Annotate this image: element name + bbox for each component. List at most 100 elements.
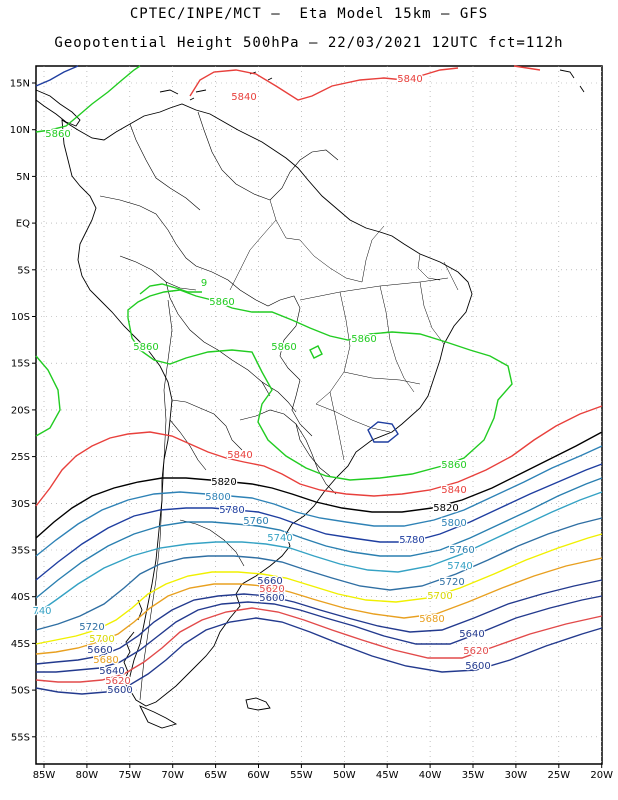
lat-label: 55S — [11, 732, 30, 743]
contour-5860-inner — [139, 283, 202, 295]
contour-5720 — [35, 517, 603, 631]
lat-label: 10S — [11, 312, 30, 323]
contour-label-5660: 5660 — [257, 576, 282, 587]
lon-label: 70W — [161, 770, 184, 781]
lon-label: 60W — [247, 770, 270, 781]
lon-label: 30W — [505, 770, 528, 781]
contour-5780 — [35, 463, 603, 581]
falkland-islands — [245, 697, 271, 711]
central-america-coast — [35, 89, 81, 127]
lon-label: 20W — [590, 770, 613, 781]
contour-label-5720: 5720 — [439, 577, 464, 588]
lat-label: 40S — [11, 592, 30, 603]
lon-label: 55W — [290, 770, 313, 781]
lon-label: 50W — [333, 770, 356, 781]
contour-5820 — [35, 431, 603, 539]
contour-label-5680: 5680 — [419, 614, 444, 625]
lat-label: 10N — [10, 125, 30, 136]
lat-label: 45S — [11, 639, 30, 650]
contour-5660 — [35, 579, 603, 665]
contour-label-5600: 5600 — [259, 593, 284, 604]
contour-label-5600: 5600 — [465, 661, 490, 672]
map-title: CPTEC/INPE/MCT – Eta Model 15km – GFS — [129, 6, 489, 22]
contour-label-5860: 5860 — [209, 297, 234, 308]
contour-label-5620: 5620 — [463, 646, 488, 657]
lon-label: 85W — [33, 770, 56, 781]
contour-5880-se — [367, 421, 399, 443]
contour-label-5760: 5760 — [243, 516, 268, 527]
contour-label-5800: 5800 — [441, 518, 466, 529]
contour-label-5800: 5800 — [205, 492, 230, 503]
lon-label: 45W — [376, 770, 399, 781]
lat-label: 20S — [11, 405, 30, 416]
lat-label: 15S — [11, 359, 30, 370]
contour-5860-small — [309, 345, 323, 359]
lon-label: 25W — [547, 770, 570, 781]
contour-5740 — [35, 491, 603, 615]
contour-label-5640: 5640 — [259, 587, 284, 598]
contour-label-5620: 5620 — [105, 676, 130, 687]
lat-label: 5S — [17, 265, 30, 276]
map-subtitle: Geopotential Height 500hPa – 22/03/2021 … — [54, 35, 564, 51]
contour-blue-nw — [35, 65, 79, 87]
contour-label-5840: 5840 — [227, 450, 252, 461]
contour-5840-north-b — [513, 65, 541, 71]
contour-label-5720: 5720 — [79, 622, 104, 633]
lon-label: 65W — [204, 770, 227, 781]
contour-label-5660: 5660 — [87, 645, 112, 656]
contour-5800 — [35, 445, 603, 557]
contour-label-5860: 5860 — [441, 460, 466, 471]
contour-label-5680: 5680 — [93, 655, 118, 666]
contour-label-740: 740 — [32, 606, 51, 617]
lon-label: 75W — [118, 770, 141, 781]
axis-ticks: 15N 10N 5N EQ 5S 10S 15S 20S 25S 30S 35S 40S 45S 50S 5… — [10, 79, 613, 782]
contour-label-5860: 5860 — [351, 334, 376, 345]
contour-label-5640: 5640 — [459, 629, 484, 640]
contour-label-5760: 5760 — [449, 545, 474, 556]
tierra-del-fuego — [139, 705, 178, 729]
lat-label: 15N — [10, 79, 30, 90]
lat-label: 30S — [11, 499, 30, 510]
contour-label-5840: 5840 — [231, 92, 256, 103]
contour-5860-caribbean — [35, 65, 141, 133]
contour-label-5600: 5600 — [107, 685, 132, 696]
contour-label-5620: 5620 — [259, 584, 284, 595]
contour-5600 — [35, 617, 603, 695]
contour-label-9: 9 — [201, 278, 207, 289]
lon-label: 35W — [462, 770, 485, 781]
contour-lines — [35, 65, 603, 695]
contour-5860-continental — [127, 289, 513, 481]
contour-label-5640: 5640 — [99, 666, 124, 677]
contour-5640 — [36, 595, 603, 673]
contour-label-5840: 5840 — [397, 74, 422, 85]
contour-label-5700: 5700 — [427, 591, 452, 602]
contour-label-5820: 5820 — [433, 503, 458, 514]
contour-label-5780: 5780 — [399, 535, 424, 546]
contour-5860-west — [35, 355, 61, 437]
contour-5700 — [35, 533, 603, 645]
contour-5760 — [35, 477, 603, 599]
contour-label-5740: 5740 — [267, 533, 292, 544]
contour-label-5780: 5780 — [219, 505, 244, 516]
lat-label: 50S — [11, 686, 30, 697]
contour-label-5700: 5700 — [89, 634, 114, 645]
lon-label: 40W — [419, 770, 442, 781]
contour-label-5860: 5860 — [133, 342, 158, 353]
lat-label: EQ — [16, 219, 30, 230]
contour-5680 — [35, 557, 603, 655]
contour-label-5860: 5860 — [271, 342, 296, 353]
lat-label: 5N — [16, 172, 30, 183]
contour-label-5740: 5740 — [447, 561, 472, 572]
contour-label-5840: 5840 — [441, 485, 466, 496]
contour-5620 — [35, 607, 603, 683]
lat-label: 35S — [11, 546, 30, 557]
contour-label-5820: 5820 — [211, 477, 236, 488]
contour-5840 — [35, 405, 603, 507]
contour-5840-north — [189, 67, 459, 101]
lon-label: 80W — [76, 770, 99, 781]
state-borders — [229, 199, 459, 461]
map-frame — [35, 65, 603, 765]
contour-label-5860: 5860 — [45, 129, 70, 140]
